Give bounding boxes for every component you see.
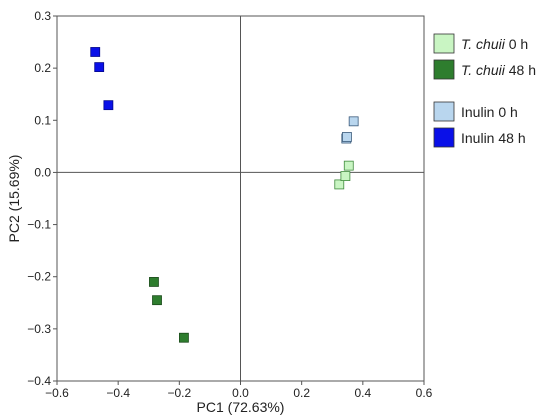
y-tick-label: 0.0 (34, 165, 51, 179)
x-tick-label: −0.6 (45, 386, 69, 400)
data-point-series-2 (152, 295, 162, 306)
x-tick-label: 0.6 (416, 386, 433, 400)
y-tick-label: 0.2 (34, 61, 51, 75)
legend-swatch (433, 33, 455, 54)
legend-label: T. chuii 0 h (461, 36, 528, 52)
data-point-series-2 (179, 332, 189, 343)
legend: T. chuii 0 h T. chuii 48 h Inulin 0 h Inuli… (433, 33, 536, 148)
data-point-series-3 (342, 132, 352, 142)
y-tick-label: −0.2 (27, 270, 51, 284)
data-point-series-4 (94, 62, 105, 72)
data-point-series-4 (103, 100, 114, 111)
data-points (90, 47, 359, 343)
legend-swatch (433, 101, 455, 122)
legend-swatch (433, 59, 455, 80)
y-tick-label: −0.3 (27, 322, 51, 336)
x-axis-title: PC1 (72.63%) (197, 399, 285, 415)
data-point-series-1 (343, 160, 354, 171)
x-axis-ticks: −0.6 −0.4 −0.2 0.0 0.2 0.4 0.6 (45, 381, 433, 400)
legend-label: Inulin 48 h (461, 130, 526, 146)
y-tick-label: 0.1 (34, 113, 51, 127)
x-tick-label: 0.4 (354, 386, 371, 400)
x-tick-label: 0.2 (293, 386, 310, 400)
y-axis-title: PC2 (15.69%) (6, 155, 22, 243)
legend-label: T. chuii 48 h (461, 62, 536, 78)
data-point-series-1 (334, 179, 345, 190)
data-point-series-1 (340, 171, 351, 181)
x-tick-label: −0.2 (167, 386, 191, 400)
y-axis-ticks: −0.4 −0.3 −0.2 −0.1 0.0 0.1 0.2 0.3 (27, 9, 57, 388)
zero-lines (57, 16, 424, 381)
legend-label: Inulin 0 h (461, 104, 518, 120)
y-tick-label: −0.1 (27, 218, 51, 232)
data-point-series-3 (348, 116, 359, 127)
legend-swatch (433, 127, 455, 148)
x-tick-label: −0.4 (106, 386, 130, 400)
y-tick-label: −0.4 (27, 374, 51, 388)
y-tick-label: 0.3 (34, 9, 51, 23)
x-tick-label: 0.0 (232, 386, 249, 400)
data-point-series-2 (149, 277, 159, 287)
data-point-series-4 (90, 47, 101, 57)
